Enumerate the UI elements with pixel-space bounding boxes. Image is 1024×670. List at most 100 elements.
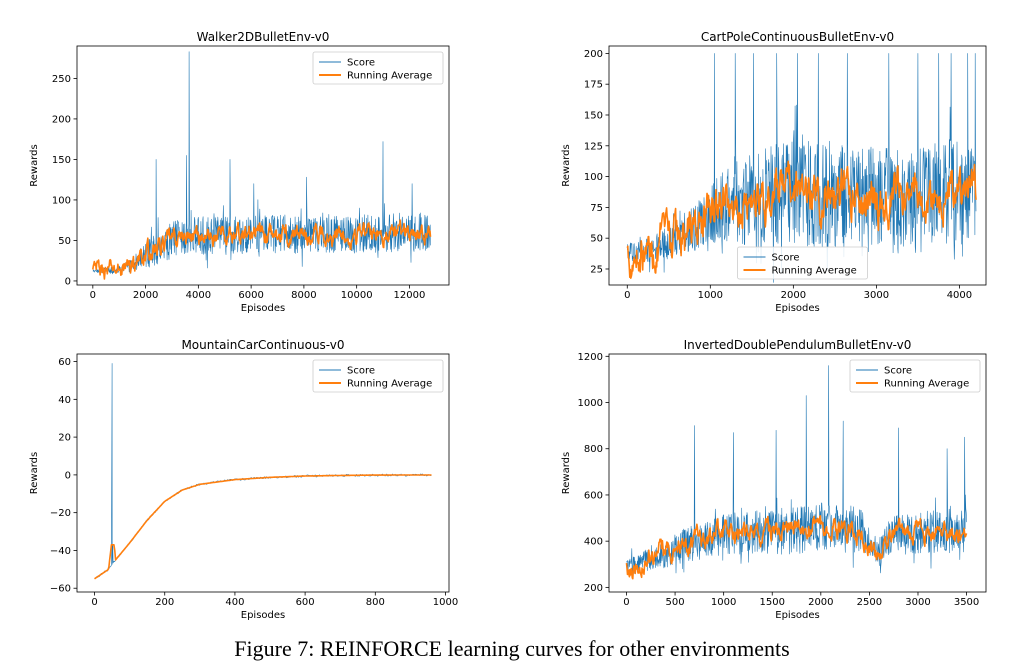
legend: Score Running Average [737, 246, 868, 280]
legend-entry-label: Running Average [884, 379, 969, 390]
x-tick-label: 800 [366, 597, 385, 608]
x-tick-label: 400 [225, 597, 244, 608]
series-score-line [94, 363, 432, 579]
y-tick-label: 50 [590, 234, 603, 245]
y-tick-label: 125 [584, 141, 603, 152]
legend: Score Running Average [312, 359, 444, 393]
legend-box [737, 246, 868, 280]
chart-panel-3: MountainCarContinuous-v00 200 400 600 800 100… [29, 338, 458, 621]
y-tick-label: 175 [584, 80, 603, 91]
x-tick-label: 2000 [781, 290, 806, 301]
x-tick-label: 200 [155, 597, 174, 608]
chart-panel-4: InvertedDoublePendulumBulletEnv-v0 0 500 10… [561, 338, 987, 621]
x-tick-label: 10000 [341, 290, 373, 301]
series-score-line [626, 365, 967, 575]
x-tick-label: 1000 [433, 597, 458, 608]
x-axis-label: Episodes [775, 303, 819, 314]
x-tick-label: 1000 [698, 290, 723, 301]
y-tick-label: 150 [584, 110, 603, 121]
legend-entry-label: Running Average [347, 71, 432, 82]
series-running-average-line [625, 515, 968, 580]
plot-frame [76, 353, 450, 593]
x-tick-label: 8000 [291, 290, 316, 301]
y-tick-label: 50 [58, 236, 71, 247]
y-tick-label: 200 [584, 583, 603, 594]
y-tick-label: 60 [58, 357, 71, 368]
x-tick-label: 0 [623, 597, 629, 608]
y-tick-label: 100 [584, 172, 603, 183]
plot-area [94, 363, 432, 580]
y-axis-label: Rewards [29, 452, 40, 494]
x-tick-label: 12000 [394, 290, 426, 301]
x-tick-label: 3000 [864, 290, 889, 301]
x-tick-label: 600 [296, 597, 315, 608]
y-tick-label: 400 [584, 537, 603, 548]
x-tick-label: 2000 [808, 597, 833, 608]
figure-caption: Figure 7: REINFORCE learning curves for … [234, 636, 790, 661]
y-tick-label: 200 [584, 49, 603, 60]
plot-frame [608, 45, 987, 286]
x-axis-label: Episodes [241, 610, 285, 621]
legend-entry-label: Score [884, 366, 912, 377]
y-tick-label: 75 [590, 203, 603, 214]
y-tick-label: 1000 [578, 398, 603, 409]
y-tick-label: 800 [584, 444, 603, 455]
x-tick-label: 4000 [947, 290, 972, 301]
y-tick-label: 25 [590, 264, 603, 275]
y-tick-label: 1200 [578, 352, 603, 363]
y-tick-label: 40 [58, 395, 71, 406]
plot-frame [76, 45, 450, 286]
x-tick-label: 2500 [857, 597, 882, 608]
legend-entry-label: Score [347, 58, 375, 69]
x-tick-label: 3000 [905, 597, 930, 608]
x-axis-label: Episodes [775, 610, 819, 621]
x-tick-label: 1500 [760, 597, 785, 608]
chart-panel-2: CartPoleContinuousBulletEnv-v0 0 1000 2000 3… [561, 30, 987, 314]
plot-area [626, 53, 977, 283]
x-tick-label: 0 [90, 290, 96, 301]
y-tick-label: 0 [65, 470, 71, 481]
y-tick-label: 20 [58, 433, 71, 444]
x-tick-label: 4000 [186, 290, 211, 301]
legend-box [312, 51, 444, 85]
y-tick-label: 150 [52, 155, 71, 166]
plot-area [92, 51, 432, 280]
y-axis-label: Rewards [561, 144, 572, 186]
chart-title: InvertedDoublePendulumBulletEnv-v0 [684, 338, 912, 352]
legend-entry-label: Score [347, 366, 375, 377]
series-running-average-line [92, 219, 432, 280]
x-axis-label: Episodes [241, 303, 285, 314]
series-score-line [92, 51, 431, 276]
y-tick-label: 600 [584, 490, 603, 501]
y-tick-label: −20 [50, 508, 71, 519]
x-tick-label: 0 [624, 290, 630, 301]
x-tick-label: 3500 [954, 597, 979, 608]
x-tick-label: 6000 [238, 290, 263, 301]
legend-entry-label: Running Average [347, 379, 432, 390]
y-tick-label: 100 [52, 195, 71, 206]
x-tick-label: 2000 [133, 290, 158, 301]
y-axis-label: Rewards [561, 452, 572, 494]
plot-frame [608, 353, 987, 593]
y-tick-label: −40 [50, 546, 71, 557]
legend: Score Running Average [312, 51, 444, 85]
y-tick-label: 0 [65, 276, 71, 287]
figure-4-panel: Walker2DBulletEnv-v00 2000 4000 6000 8000 100… [29, 30, 987, 621]
legend-entry-label: Running Average [772, 266, 857, 277]
y-tick-label: 200 [52, 114, 71, 125]
series-running-average-line [626, 160, 977, 279]
chart-panel-1: Walker2DBulletEnv-v00 2000 4000 6000 8000 100… [29, 30, 450, 314]
legend-box [312, 359, 444, 393]
legend: Score Running Average [849, 359, 981, 393]
y-tick-label: −60 [50, 584, 71, 595]
y-tick-label: 250 [52, 74, 71, 85]
legend-box [849, 359, 981, 393]
x-tick-label: 0 [91, 597, 97, 608]
x-tick-label: 1000 [711, 597, 736, 608]
legend-entry-label: Score [772, 253, 800, 264]
plot-area [625, 365, 968, 580]
chart-title: Walker2DBulletEnv-v0 [197, 30, 330, 44]
chart-title: CartPoleContinuousBulletEnv-v0 [701, 30, 894, 44]
x-tick-label: 500 [666, 597, 685, 608]
y-axis-label: Rewards [29, 144, 40, 186]
